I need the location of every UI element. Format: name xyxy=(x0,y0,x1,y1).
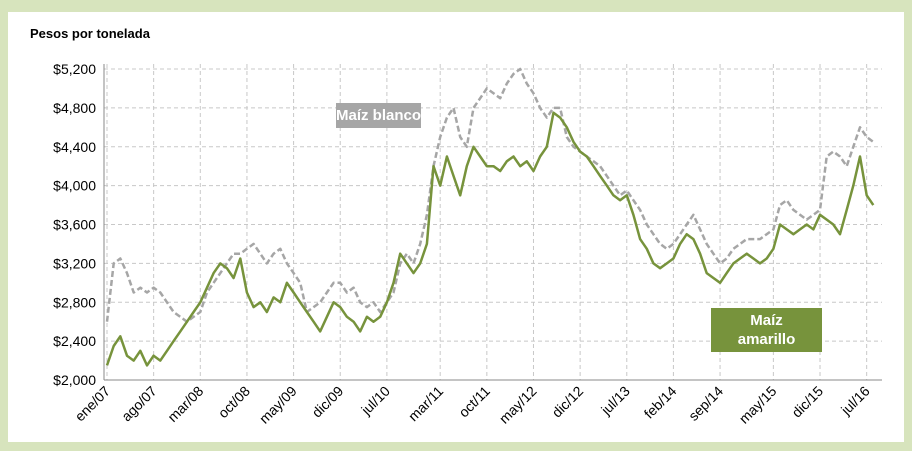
series-line xyxy=(105,111,875,367)
y-tick-label: $3,600 xyxy=(53,217,96,233)
series-line xyxy=(105,67,875,323)
y-tick-label: $2,400 xyxy=(53,333,96,349)
y-tick-label: $2,800 xyxy=(53,294,96,310)
y-tick-label: $3,200 xyxy=(53,255,96,271)
y-tick-label: $2,000 xyxy=(53,372,96,388)
y-tick-label: $4,400 xyxy=(53,139,96,155)
chart-title: Pesos por tonelada xyxy=(30,26,151,41)
series-label: Maíz blanco xyxy=(336,103,421,128)
chart-area xyxy=(8,12,904,442)
y-tick-label: $4,800 xyxy=(53,100,96,116)
series-label: Maíz amarillo xyxy=(711,308,822,352)
y-tick-label: $5,200 xyxy=(53,61,96,77)
y-tick-label: $4,000 xyxy=(53,178,96,194)
